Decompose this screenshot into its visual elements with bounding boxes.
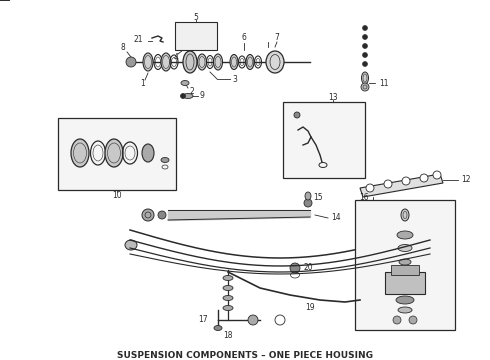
Ellipse shape bbox=[397, 231, 413, 239]
Text: 2: 2 bbox=[190, 86, 195, 95]
Text: 4: 4 bbox=[173, 53, 178, 62]
Text: 3: 3 bbox=[233, 75, 238, 84]
Ellipse shape bbox=[230, 54, 238, 69]
Ellipse shape bbox=[71, 139, 89, 167]
Text: 7: 7 bbox=[274, 33, 279, 42]
Bar bbox=[391, 265, 419, 275]
Ellipse shape bbox=[161, 158, 169, 162]
Ellipse shape bbox=[399, 259, 411, 265]
Circle shape bbox=[294, 112, 300, 118]
Ellipse shape bbox=[223, 296, 233, 301]
Text: 18: 18 bbox=[223, 332, 233, 341]
Circle shape bbox=[420, 174, 428, 182]
Circle shape bbox=[366, 184, 374, 192]
Bar bbox=[355, 200, 455, 330]
Polygon shape bbox=[360, 174, 443, 197]
Ellipse shape bbox=[362, 72, 368, 84]
Ellipse shape bbox=[398, 244, 412, 252]
Ellipse shape bbox=[125, 240, 137, 250]
Circle shape bbox=[402, 177, 410, 185]
Ellipse shape bbox=[105, 139, 123, 167]
Ellipse shape bbox=[396, 296, 414, 304]
Text: 19: 19 bbox=[305, 303, 315, 312]
Text: 1: 1 bbox=[141, 80, 146, 89]
Text: 21: 21 bbox=[133, 36, 143, 45]
Text: 12: 12 bbox=[461, 175, 471, 184]
Ellipse shape bbox=[223, 285, 233, 291]
Circle shape bbox=[393, 316, 401, 324]
Text: 15: 15 bbox=[313, 194, 323, 202]
Circle shape bbox=[290, 263, 300, 273]
Ellipse shape bbox=[305, 192, 311, 200]
Text: SUSPENSION COMPONENTS – ONE PIECE HOUSING: SUSPENSION COMPONENTS – ONE PIECE HOUSIN… bbox=[117, 351, 373, 360]
Bar bbox=[283, 102, 365, 178]
Circle shape bbox=[363, 62, 368, 67]
Circle shape bbox=[384, 180, 392, 188]
Text: 14: 14 bbox=[331, 213, 341, 222]
Circle shape bbox=[304, 199, 312, 207]
Text: 13: 13 bbox=[328, 94, 338, 103]
Ellipse shape bbox=[246, 54, 254, 69]
Circle shape bbox=[126, 57, 136, 67]
Circle shape bbox=[363, 44, 368, 49]
Text: 8: 8 bbox=[121, 44, 125, 53]
Circle shape bbox=[409, 316, 417, 324]
Ellipse shape bbox=[266, 51, 284, 73]
Text: 9: 9 bbox=[199, 91, 204, 100]
Circle shape bbox=[363, 53, 368, 58]
Ellipse shape bbox=[181, 81, 189, 85]
Circle shape bbox=[361, 83, 369, 91]
Ellipse shape bbox=[183, 51, 197, 73]
Ellipse shape bbox=[398, 307, 412, 313]
Ellipse shape bbox=[214, 325, 222, 330]
Circle shape bbox=[363, 26, 368, 31]
Text: 16: 16 bbox=[359, 193, 369, 202]
Ellipse shape bbox=[214, 54, 222, 70]
Ellipse shape bbox=[223, 275, 233, 280]
Bar bbox=[175, 22, 217, 50]
Ellipse shape bbox=[223, 306, 233, 310]
Circle shape bbox=[433, 171, 441, 179]
Text: 11: 11 bbox=[379, 78, 389, 87]
Circle shape bbox=[142, 209, 154, 221]
Text: 6: 6 bbox=[242, 33, 246, 42]
Text: 10: 10 bbox=[112, 192, 122, 201]
Text: 5: 5 bbox=[194, 13, 198, 22]
Ellipse shape bbox=[424, 240, 436, 250]
Circle shape bbox=[180, 94, 186, 99]
Ellipse shape bbox=[161, 53, 171, 71]
Circle shape bbox=[248, 315, 258, 325]
Text: 17: 17 bbox=[198, 315, 208, 324]
Ellipse shape bbox=[142, 144, 154, 162]
Bar bbox=[58, 118, 176, 190]
Bar bbox=[385, 272, 425, 294]
Circle shape bbox=[363, 35, 368, 40]
Circle shape bbox=[158, 211, 166, 219]
Ellipse shape bbox=[401, 209, 409, 221]
Ellipse shape bbox=[183, 94, 193, 99]
Text: 20: 20 bbox=[303, 264, 313, 273]
Ellipse shape bbox=[143, 53, 153, 71]
Ellipse shape bbox=[197, 54, 206, 70]
